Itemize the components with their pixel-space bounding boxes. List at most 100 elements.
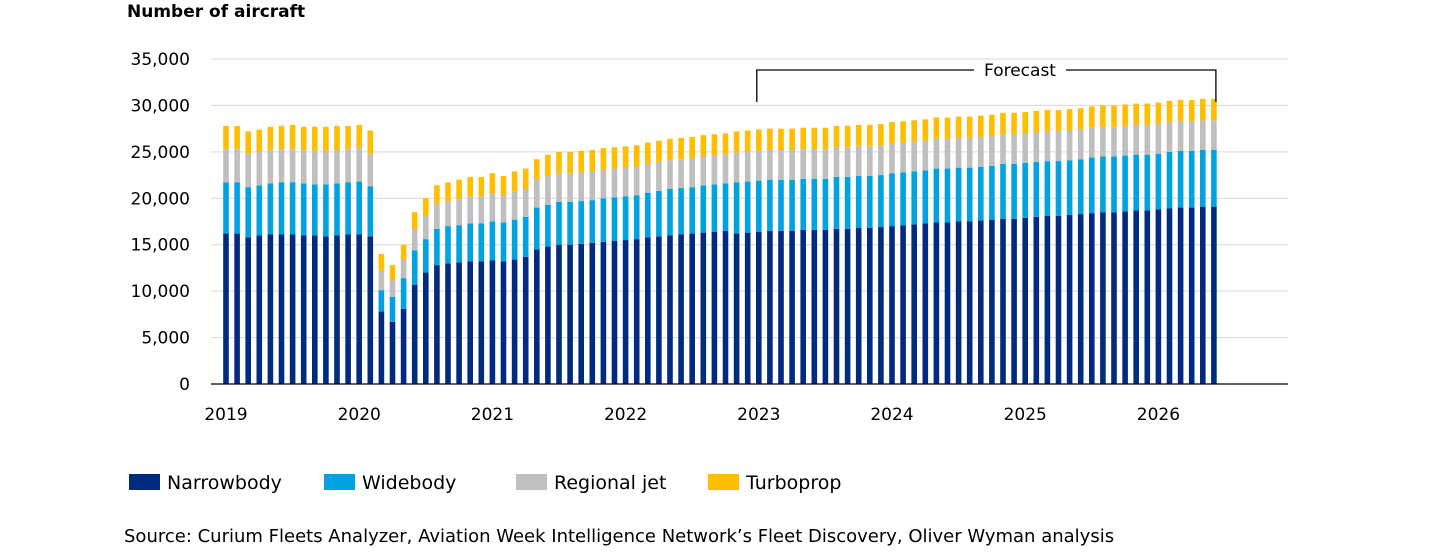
legend-swatch-regional-jet [516,474,547,490]
bar-segment-regional-jet [256,151,263,186]
bar-segment-narrowbody [1166,208,1173,384]
bar-segment-regional-jet [400,259,407,279]
bar-segment-regional-jet [1133,124,1139,155]
bar-segment-regional-jet [1055,131,1062,162]
bar-segment-narrowbody [400,308,407,384]
bar-segment-widebody [378,290,385,312]
bar-segment-widebody [511,219,518,260]
bar-segment-narrowbody [622,240,629,384]
bar-segment-turboprop [367,130,374,154]
bar-segment-widebody [334,183,340,236]
bar-segment-widebody [833,176,840,229]
bar-segment-narrowbody [345,234,351,384]
bar-segment-narrowbody [978,220,984,384]
bar-segment-turboprop [300,126,307,150]
bar-segment-narrowbody [833,228,840,384]
bar-segment-widebody [844,176,851,229]
bar-segment-widebody [323,184,329,237]
bar-segment-widebody [1100,156,1106,213]
bar-segment-regional-jet [733,152,740,183]
bar-segment-narrowbody [1122,211,1128,384]
bar-segment-widebody [789,179,795,231]
bar-segment-regional-jet [267,150,274,184]
bar-segment-regional-jet [778,150,784,180]
bar-segment-regional-jet [789,150,795,180]
bar-segment-regional-jet [578,172,584,202]
bar-segment-turboprop [567,151,573,174]
bar-segment-widebody [622,196,629,241]
bar-segment-regional-jet [922,140,929,171]
bar-segment-narrowbody [556,244,562,384]
bars [223,98,1217,384]
bar-segment-narrowbody [922,223,929,384]
bar-segment-widebody [656,190,662,237]
y-tick-label: 35,000 [131,50,190,70]
bar-segment-turboprop [1044,110,1051,132]
bar-segment-turboprop [955,116,962,138]
bar-segment-turboprop [1166,100,1173,123]
bar-segment-regional-jet [234,149,240,183]
y-tick-label: 5,000 [141,329,190,349]
bar-segment-narrowbody [234,233,240,384]
bar-segment-regional-jet [622,167,629,197]
bar-segment-regional-jet [833,147,840,177]
bar-segment-regional-jet [356,148,362,182]
bar-segment-turboprop [289,124,296,150]
bar-segment-turboprop [1177,99,1184,122]
bar-segment-turboprop [933,117,940,139]
bar-segment-widebody [567,202,573,245]
bar-segment-narrowbody [267,234,274,384]
legend-label-widebody: Widebody [362,472,456,494]
bar-segment-turboprop [1022,111,1028,134]
bar-segment-widebody [534,207,540,250]
bar-segment-narrowbody [1133,210,1139,384]
bar-segment-narrowbody [822,229,829,384]
legend: Narrowbody Widebody Regional jet Turboprop [129,472,841,494]
bar-segment-widebody [1155,153,1162,210]
bar-segment-narrowbody [900,225,906,384]
bar-segment-widebody [633,195,640,240]
bar-segment-regional-jet [589,171,596,201]
bar-segment-widebody [1011,163,1017,219]
bar-segment-turboprop [522,168,529,189]
bar-segment-turboprop [545,154,551,176]
bar-segment-narrowbody [278,234,285,384]
bar-segment-widebody [223,182,229,234]
bar-segment-widebody [500,222,507,262]
bar-segment-turboprop [911,120,917,142]
bar-segment-turboprop [323,126,329,151]
bar-segment-narrowbody [522,256,529,384]
forecast-bracket-left [756,69,974,102]
bar-segment-regional-jet [511,191,518,220]
bar-segment-widebody [278,182,285,235]
bar-segment-widebody [911,171,917,225]
bar-segment-regional-jet [1188,121,1195,151]
bar-segment-regional-jet [800,149,806,179]
x-tick-label: 2020 [338,405,381,425]
bar-segment-widebody [678,188,684,235]
bar-segment-turboprop [1089,106,1095,128]
bar-segment-narrowbody [600,241,607,384]
bar-segment-widebody [1111,156,1117,213]
bar-segment-regional-jet [534,179,540,208]
bar-segment-regional-jet [345,149,351,183]
legend-swatch-narrowbody [129,474,160,490]
bar-segment-widebody [667,189,673,236]
bar-segment-regional-jet [411,228,418,251]
bar-segment-turboprop [1122,104,1128,126]
x-tick-label: 2021 [471,405,514,425]
bar-segment-turboprop [822,127,829,150]
bar-segment-widebody [822,178,829,230]
bar-segment-regional-jet [667,160,673,189]
bar-segment-turboprop [1133,103,1139,125]
bar-segment-turboprop [667,138,673,161]
bar-segment-narrowbody [434,265,440,384]
bar-segment-narrowbody [689,233,695,384]
bar-segment-narrowbody [744,232,751,384]
bar-segment-narrowbody [1000,218,1006,384]
bar-segment-regional-jet [1077,129,1084,160]
bar-segment-regional-jet [1155,124,1162,154]
bar-segment-regional-jet [1022,133,1028,163]
bar-segment-turboprop [889,122,895,144]
bar-segment-regional-jet [478,196,485,224]
